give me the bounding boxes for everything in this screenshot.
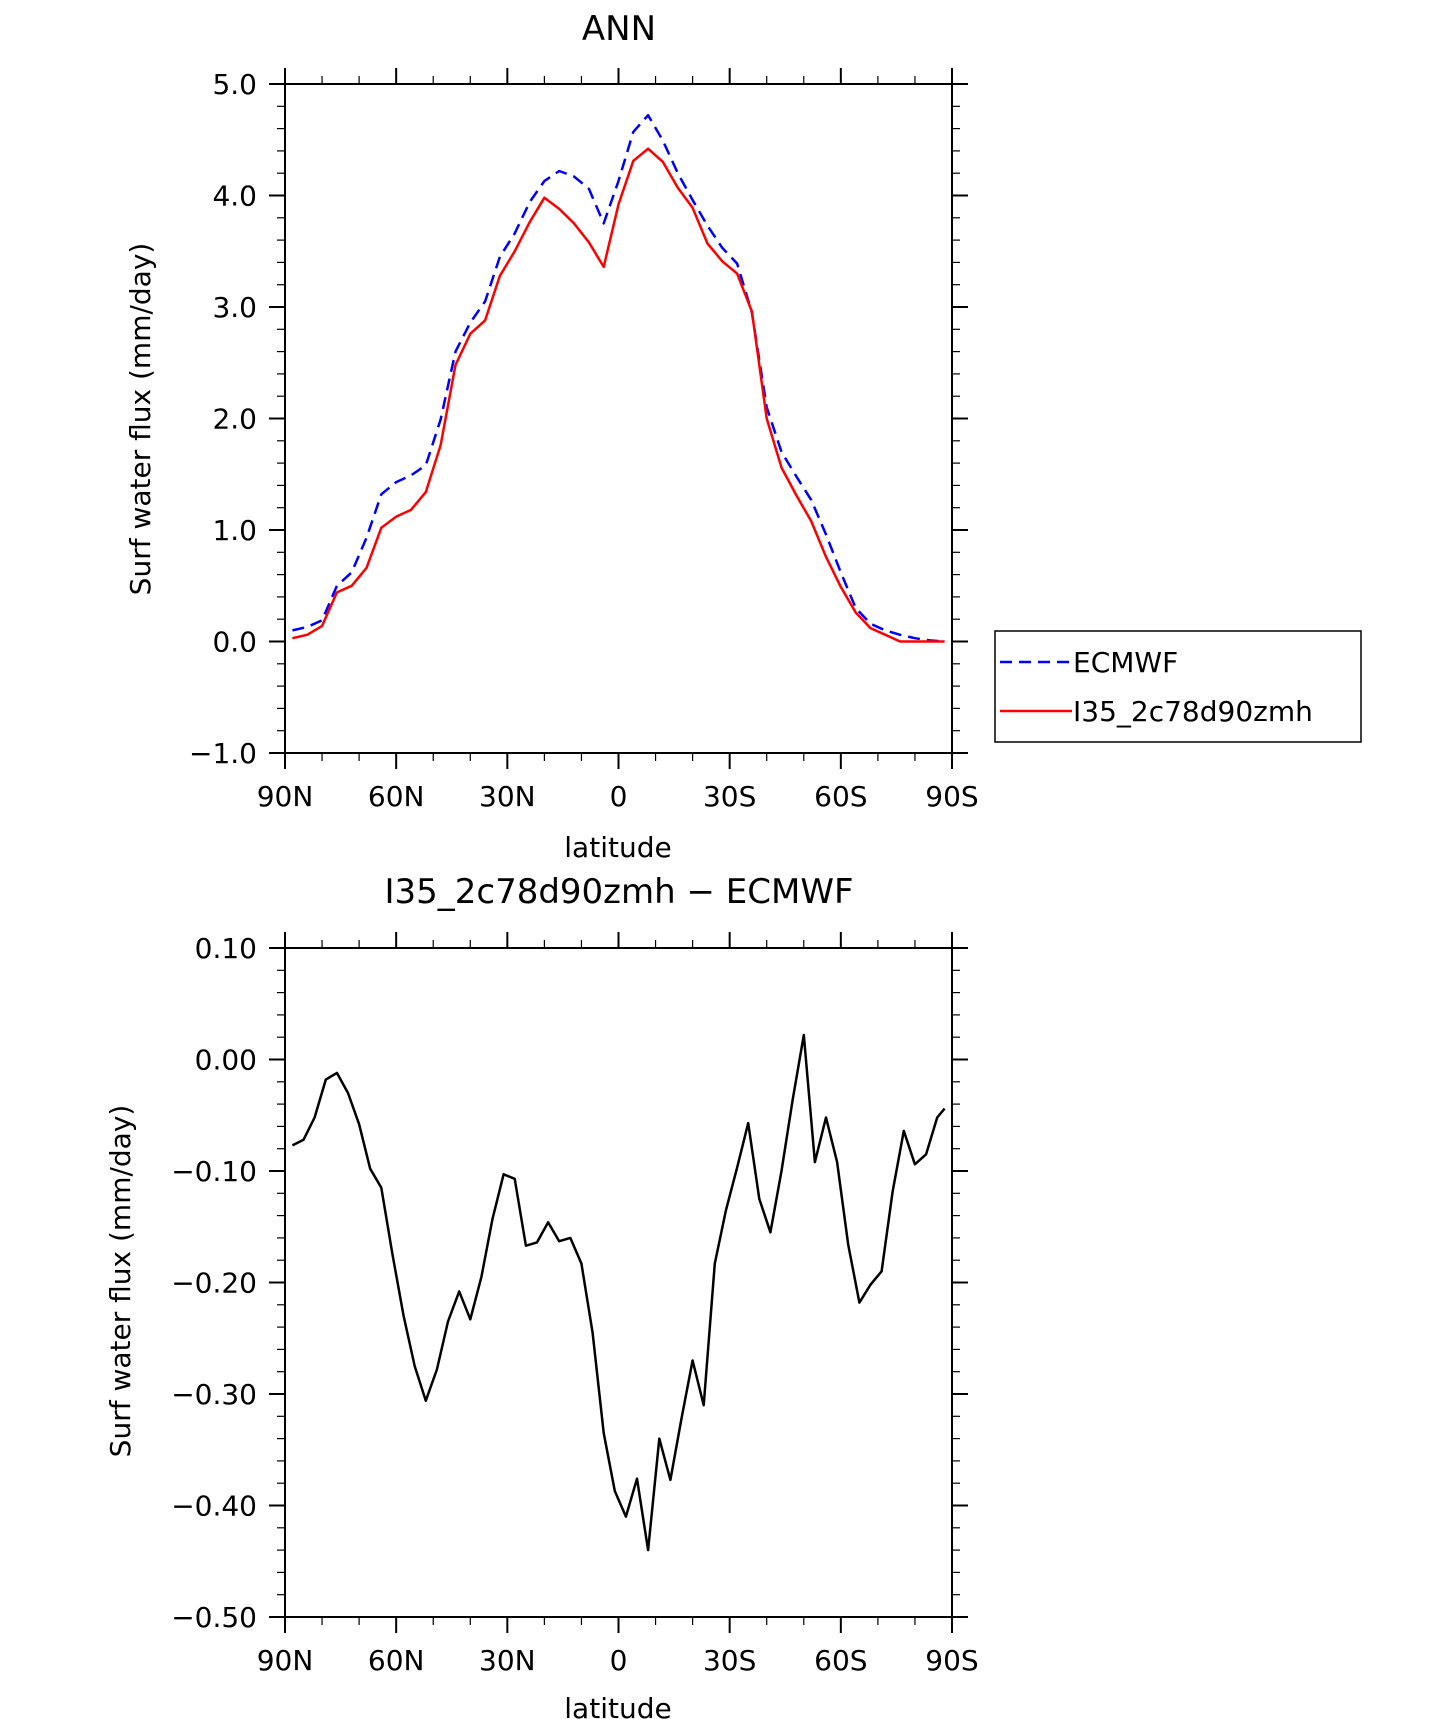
bottom-y-axis-label: Surf water flux (mm/day) [104,1105,137,1458]
top-x-tick-label: 0 [610,780,628,813]
bottom-y-tick-label: −0.10 [171,1155,257,1188]
top-y-tick-label: 4.0 [212,180,257,213]
top-x-tick-label: 90S [925,780,978,813]
bottom-x-tick-label: 0 [610,1644,628,1677]
top-series-group [292,113,945,643]
bottom-y-tick-label: −0.40 [171,1490,257,1523]
top-y-tick-label: −1.0 [189,737,257,770]
top-y-tick-labels: −1.0 0.0 1.0 2.0 3.0 4.0 5.0 [189,68,257,770]
bottom-x-tick-label: 60N [368,1644,425,1677]
top-x-tick-label: 60S [814,780,867,813]
bottom-x-tick-label: 30N [479,1644,536,1677]
top-series-line-ecmwf [292,113,945,643]
top-panel: ANN −1.0 0.0 1.0 2.0 3.0 4.0 5.0 90N 60N 30N 0 30S… [124,9,1362,864]
bottom-y-tick-label: −0.20 [171,1267,257,1300]
top-y-tick-label: 1.0 [212,514,257,547]
top-panel-title: ANN [582,9,656,49]
bottom-x-tick-label: 30S [703,1644,756,1677]
top-x-tick-label: 30S [703,780,756,813]
bottom-x-tick-labels: 90N 60N 30N 0 30S 60S 90S [257,1644,979,1677]
bottom-x-tick-label: 90S [925,1644,978,1677]
top-x-axis-label: latitude [564,831,671,864]
bottom-y-tick-labels: −0.50 −0.40 −0.30 −0.20 −0.10 0.00 0.10 [171,932,257,1634]
bottom-y-tick-label: 0.00 [195,1044,257,1077]
bottom-plot-border [284,947,953,1618]
top-x-tick-label: 30N [479,780,536,813]
bottom-panel: I35_2c78d90zmh − ECMWF −0.50−0.40−0.30−0… [104,872,979,1719]
bottom-series-group [291,1033,946,1552]
bottom-y-tick-label: 0.10 [195,932,257,965]
top-y-tick-label: 3.0 [212,291,257,324]
bottom-y-tick-label: −0.50 [171,1601,257,1634]
bottom-x-tick-label: 90N [257,1644,314,1677]
bottom-axis-ticks [269,932,968,1633]
top-y-tick-label: 5.0 [212,68,257,101]
top-y-tick-label: 0.0 [212,626,257,659]
top-y-axis-label: Surf water flux (mm/day) [124,243,157,596]
top-y-tick-label: 2.0 [212,403,257,436]
top-x-tick-label: 60N [368,780,425,813]
bottom-y-tick-label: −0.30 [171,1378,257,1411]
bottom-series-line-difference [291,1033,946,1552]
bottom-x-tick-label: 60S [814,1644,867,1677]
top-axis-ticks [269,68,968,769]
legend-ecmwf-label: ECMWF [1073,646,1178,679]
bottom-plot-frame [284,947,953,1618]
top-series-line-i35-2c78d90zmh [292,147,945,643]
bottom-panel-title: I35_2c78d90zmh − ECMWF [384,872,853,912]
legend-model-label: I35_2c78d90zmh [1073,695,1313,728]
top-x-tick-labels: 90N 60N 30N 0 30S 60S 90S [257,780,979,813]
top-x-tick-label: 90N [257,780,314,813]
legend-box [994,630,1362,743]
legend: ECMWF I35_2c78d90zmh [994,630,1362,743]
bottom-x-axis-label: latitude [564,1692,671,1719]
